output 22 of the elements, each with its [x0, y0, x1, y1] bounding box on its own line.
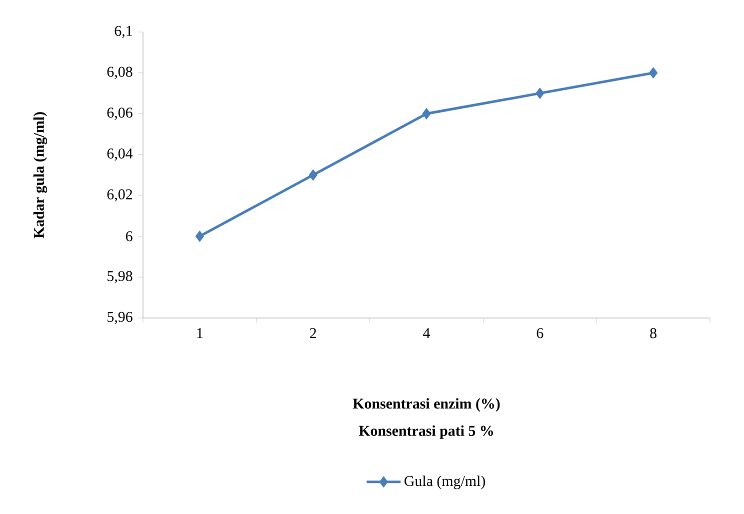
legend-label: Gula (mg/ml)	[404, 476, 486, 490]
x-tick-label: 4	[423, 328, 430, 338]
y-axis-title: Kadar gula (mg/ml)	[33, 112, 48, 238]
point	[195, 230, 204, 242]
y-tick-label: 5,96	[108, 312, 132, 324]
point	[648, 67, 658, 79]
x-axis-title: Konsentrasi enzim (%)	[352, 398, 500, 412]
y-tick-label: 6,02	[107, 189, 132, 202]
y-tick-label: 5,98	[108, 271, 132, 284]
y-tick-label: 6,04	[107, 148, 133, 161]
text: Konsentrasi pati 5 %	[358, 425, 493, 439]
x-tick-label: 2	[310, 328, 316, 338]
y-tick-label: 6,08	[107, 66, 132, 79]
point	[536, 88, 544, 100]
y-tick-label: 6,06	[107, 108, 132, 120]
point	[422, 108, 431, 120]
y-tick-label: 6	[126, 231, 132, 242]
x-tick-label: 8	[650, 328, 656, 338]
x-tick-label: 6	[536, 328, 544, 338]
point	[308, 169, 318, 181]
y-tick-label: 6,1	[114, 26, 132, 38]
x-tick-label: 1	[197, 328, 203, 338]
